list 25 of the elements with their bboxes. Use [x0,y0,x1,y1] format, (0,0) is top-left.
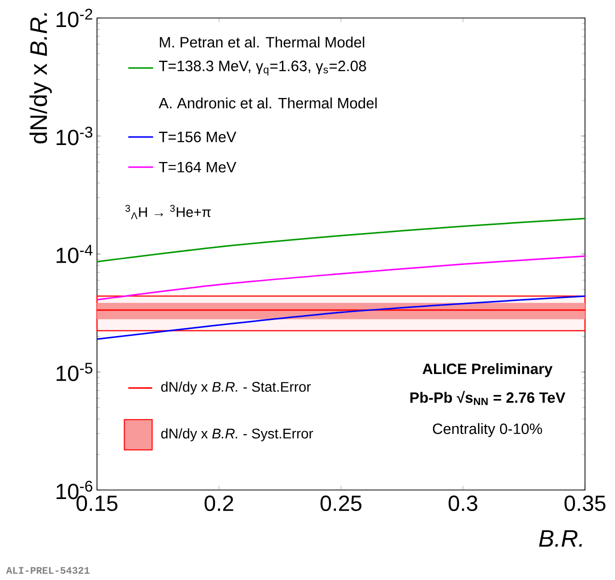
legend-label: dN/dy x B.R. - Stat.Error [161,382,311,395]
text: ALI-PREL-54321 [6,567,90,574]
annotation: 3$_{Λ}$H → $^{3}$He+π [125,204,211,220]
y-tick-label: 10$^{-3}$ [56,126,92,146]
legend-label: T=138.3 MeV, γ$_{q}$=1.63, γ$_{s}$=2.08 [159,60,366,76]
annotation: A. Andronic et al. Thermal Model [158,97,377,108]
x-tick-label: 0.35 [564,496,606,512]
annotation: Centrality 0-10% [432,423,542,438]
x-tick-label: 0.3 [448,496,478,512]
y-tick-label: 10$^{-5}$ [56,362,92,382]
line-series [96,255,586,300]
annotation: Pb-Pb √s$_{NN}$ = 2.76 TeV [410,390,566,405]
x-axis-title: B.R. [539,530,582,547]
y-tick-label: 10$^{-4}$ [56,244,93,264]
legend-label: T=164 MeV [159,162,236,172]
legend-label: T=156 MeV [159,132,236,142]
y-axis-title: dN/dy x B.R. [30,13,52,144]
annotation: M. Petran et al. Thermal Model [160,36,364,48]
line-series [96,218,586,262]
legend-label: dN/dy x B.R. - Syst.Error [161,428,314,442]
x-tick-label: 0.25 [320,496,362,512]
annotation: ALICE Preliminary [422,363,553,378]
line-series [96,295,586,340]
x-tick-label: 0.2 [204,496,234,512]
y-tick-label: 10$^{-2}$ [56,8,92,28]
